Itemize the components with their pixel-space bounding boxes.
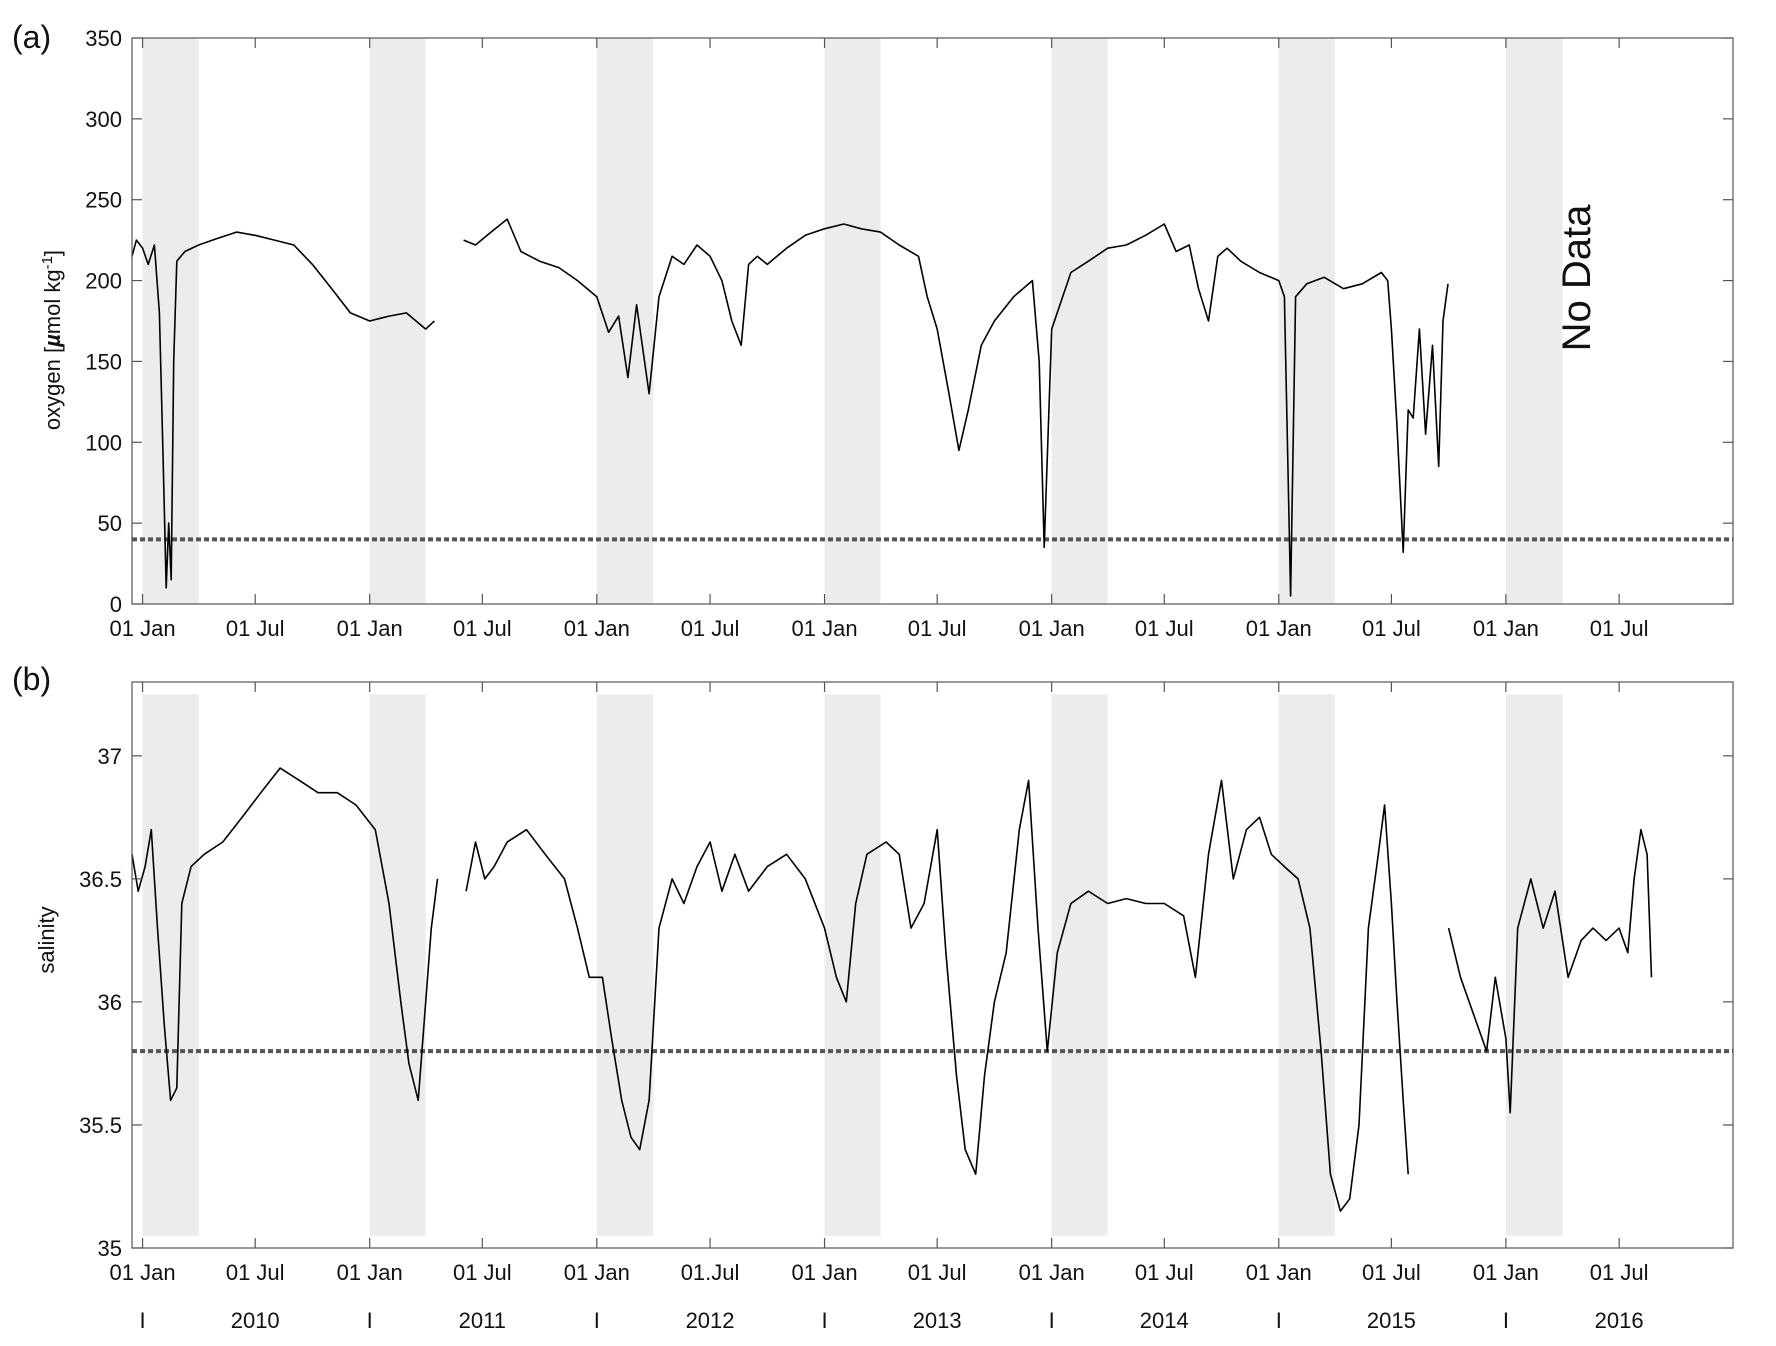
panel-b-shaded-periods	[142, 694, 1563, 1236]
panel-a-shade-0	[142, 38, 199, 604]
panel-b-xtick-label-1: 01 Jul	[226, 1260, 285, 1285]
panel-b-y-axis-title: salinity	[34, 906, 59, 973]
panel-b-shade-4	[1051, 694, 1108, 1236]
panel-b-ytick-label-0: 35	[98, 1236, 122, 1261]
year-boundary-marker-3: I	[821, 1308, 827, 1333]
panel-a-shade-2	[596, 38, 654, 604]
panel-a-xtick-label-10: 01 Jan	[1246, 616, 1312, 641]
panel-b-xtick-label-9: 01 Jul	[1135, 1260, 1194, 1285]
panel-b-shade-2	[596, 694, 654, 1236]
panel-b-xtick-label-0: 01 Jan	[110, 1260, 176, 1285]
panel-b-series-segment-0	[131, 767, 439, 1102]
year-label-3: 2013	[913, 1308, 962, 1333]
panel-a-shade-5	[1278, 38, 1335, 604]
panel-a-ytick-label-0: 0	[110, 592, 122, 617]
year-label-0: 2010	[231, 1308, 280, 1333]
panel-a-shaded-periods	[142, 38, 1563, 604]
year-boundary-marker-2: I	[594, 1308, 600, 1333]
panel-a-ytick-label-5: 250	[85, 188, 122, 213]
panel-a-xtick-label-8: 01 Jan	[1019, 616, 1085, 641]
panel-b-ytick-label-2: 36	[98, 990, 122, 1015]
year-label-5: 2015	[1367, 1308, 1416, 1333]
no-data-annotation: No Data	[1555, 204, 1599, 351]
panel-b-y-ticks: 35 35.5 36 36.5 37	[79, 744, 1733, 1261]
panel-a-xtick-label-1: 01 Jul	[226, 616, 285, 641]
panel-a-ytick-label-4: 200	[85, 269, 122, 294]
panel-a-frame	[131, 37, 1734, 605]
panel-a-y-axis-title: oxygen [µmol kg-1]	[39, 250, 66, 430]
year-boundary-marker-0: I	[140, 1308, 146, 1333]
panel-a-ytick-label-7: 350	[85, 26, 122, 51]
panel-a-x-ticks: 01 Jan 01 Jul 01 Jan 01 Jul 01 Jan 01 Jul 01 J…	[110, 38, 1649, 641]
panel-a-xtick-label-9: 01 Jul	[1135, 616, 1194, 641]
panel-b-shade-0	[142, 694, 199, 1236]
panel-b-xtick-label-7: 01 Jul	[908, 1260, 967, 1285]
panel-b-shade-6	[1505, 694, 1563, 1236]
panel-a-label: (a)	[12, 19, 51, 55]
panel-b-xtick-label-11: 01 Jul	[1362, 1260, 1421, 1285]
panel-a-xtick-label-4: 01 Jan	[564, 616, 630, 641]
panel-a-ytick-label-3: 150	[85, 349, 122, 374]
year-boundary-marker-5: I	[1276, 1308, 1282, 1333]
panel-a-series-segment-1	[463, 218, 1449, 597]
panel-a-y-ticks: 0 50 100 150 200 250 300 350	[85, 26, 1733, 617]
panel-b-ytick-label-1: 35.5	[79, 1113, 122, 1138]
panel-b-xtick-label-10: 01 Jan	[1246, 1260, 1312, 1285]
year-label-1: 2011	[459, 1308, 506, 1333]
panel-b-frame	[131, 681, 1734, 1249]
panel-a-series-group	[131, 218, 1449, 597]
panel-a-series-segment-0	[131, 231, 435, 589]
panel-a-shade-4	[1051, 38, 1108, 604]
panel-b-shade-1	[369, 694, 426, 1236]
panel-a-xtick-label-5: 01 Jul	[681, 616, 740, 641]
panel-b-axes	[131, 681, 1734, 1249]
year-boundary-marker-6: I	[1503, 1308, 1509, 1333]
panel-a-xtick-label-7: 01 Jul	[908, 616, 967, 641]
panel-a-xtick-label-11: 01 Jul	[1362, 616, 1421, 641]
panel-b-ytick-label-3: 36.5	[79, 867, 122, 892]
year-label-6: 2016	[1595, 1308, 1644, 1333]
panel-b-shade-5	[1278, 694, 1335, 1236]
panel-a-shade-3	[824, 38, 881, 604]
panel-b-x-ticks: 01 Jan 01 Jul 01 Jan 01 Jul 01 Jan 01.Jul 01 J…	[110, 682, 1649, 1285]
year-boundary-marker-4: I	[1049, 1308, 1055, 1333]
panel-a-shade-6	[1505, 38, 1563, 604]
year-label-2: 2012	[686, 1308, 735, 1333]
panel-b-year-labels: 2010 2011 2012 2013 2014 2015 2016 I I I I I I I	[140, 1308, 1644, 1333]
panel-b-xtick-label-12: 01 Jan	[1473, 1260, 1539, 1285]
panel-b-xtick-label-3: 01 Jul	[453, 1260, 512, 1285]
panel-a-ytick-label-6: 300	[85, 107, 122, 132]
panel-b-xtick-label-5: 01.Jul	[681, 1260, 740, 1285]
panel-a-ytick-label-2: 100	[85, 430, 122, 455]
panel-b-ytick-label-4: 37	[98, 744, 122, 769]
panel-b-series-segment-1	[465, 779, 1409, 1212]
year-boundary-marker-1: I	[367, 1308, 373, 1333]
panel-a-xtick-label-12: 01 Jan	[1473, 616, 1539, 641]
panel-a-ytick-label-1: 50	[98, 511, 122, 536]
panel-a-xtick-label-13: 01 Jul	[1590, 616, 1649, 641]
panel-a-xtick-label-0: 01 Jan	[110, 616, 176, 641]
panel-b-xtick-label-2: 01 Jan	[337, 1260, 403, 1285]
panel-a-axes	[131, 37, 1734, 605]
panel-b-xtick-label-13: 01 Jul	[1590, 1260, 1649, 1285]
panel-b-series-segment-2	[1447, 828, 1653, 1114]
panel-a-xtick-label-3: 01 Jul	[453, 616, 512, 641]
panel-a-xtick-label-2: 01 Jan	[337, 616, 403, 641]
panel-b-xtick-label-4: 01 Jan	[564, 1260, 630, 1285]
panel-b-label: (b)	[12, 661, 51, 697]
panel-b-series-group	[131, 767, 1653, 1212]
panel-b-xtick-label-8: 01 Jan	[1019, 1260, 1085, 1285]
panel-a-xtick-label-6: 01 Jan	[792, 616, 858, 641]
panel-b-xtick-label-6: 01 Jan	[792, 1260, 858, 1285]
year-label-4: 2014	[1140, 1308, 1189, 1333]
